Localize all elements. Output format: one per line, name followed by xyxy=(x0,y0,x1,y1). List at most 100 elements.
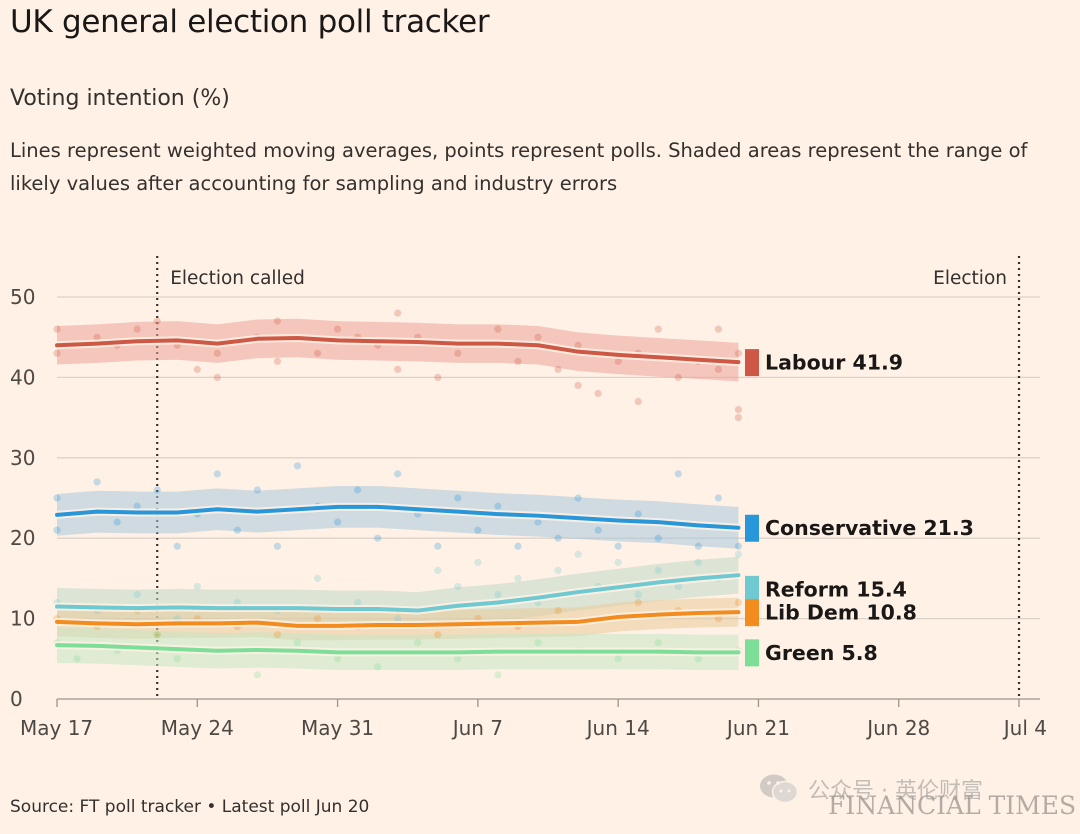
poll-point-conservative xyxy=(434,542,442,550)
poll-point-conservative xyxy=(474,526,482,534)
poll-point-labour xyxy=(133,325,141,333)
poll-point-conservative xyxy=(53,494,61,502)
poll-point-conservative xyxy=(534,518,542,526)
poll-point-reform xyxy=(734,550,743,558)
poll-point-lib-dem xyxy=(313,615,322,623)
poll-point-labour xyxy=(53,349,61,357)
poll-point-conservative xyxy=(354,486,362,494)
poll-point-reform xyxy=(574,550,582,558)
poll-point-reform xyxy=(514,574,522,582)
poll-point-conservative xyxy=(113,518,121,526)
poll-point-conservative xyxy=(714,494,722,502)
poll-point-labour xyxy=(454,349,462,357)
poll-point-labour xyxy=(574,341,582,349)
x-tick-label-may-17: May 17 xyxy=(20,716,93,740)
poll-point-conservative xyxy=(454,494,462,502)
series-line-conservative xyxy=(55,504,741,530)
poll-point-conservative xyxy=(614,542,622,550)
y-tick-label-20: 20 xyxy=(10,526,35,550)
poll-point-green xyxy=(534,639,542,647)
x-tick-label-jun-14: Jun 14 xyxy=(585,716,650,740)
poll-point-reform xyxy=(354,598,362,607)
y-tick-label-30: 30 xyxy=(10,446,35,470)
poll-point-lib-dem xyxy=(554,606,562,615)
poll-point-conservative xyxy=(514,542,522,550)
brand-logo: FINANCIAL TIMES xyxy=(828,791,1077,820)
poll-point-labour xyxy=(193,365,201,373)
poll-point-reform xyxy=(434,566,442,574)
poll-point-reform xyxy=(654,566,662,574)
poll-point-labour xyxy=(213,373,221,381)
poll-point-conservative xyxy=(494,502,502,510)
poll-point-lib-dem xyxy=(153,631,161,639)
poll-point-lib-dem xyxy=(714,615,722,623)
poll-point-conservative xyxy=(333,518,342,526)
poll-point-labour xyxy=(574,381,582,390)
poll-point-labour xyxy=(494,325,502,333)
poll-point-lib-dem xyxy=(634,598,642,607)
poll-point-conservative xyxy=(173,542,181,550)
poll-point-conservative xyxy=(574,494,582,502)
poll-point-conservative xyxy=(734,542,743,550)
chart-subtitle: Voting intention (%) xyxy=(10,86,230,111)
label-layer: Labour 41.9 Conservative 21.3 Reform 15.4L… xyxy=(745,349,974,667)
poll-point-labour xyxy=(714,325,722,333)
poll-point-labour xyxy=(313,349,322,357)
poll-point-labour xyxy=(93,333,101,341)
wechat-icon xyxy=(760,774,799,804)
annotation-label-election-called: Election called xyxy=(170,268,305,289)
poll-point-conservative xyxy=(53,526,61,534)
series-label-lib-dem: Lib Dem 10.8 xyxy=(765,601,917,625)
annotation-label-election: Election xyxy=(933,268,1007,289)
x-tick-label-may-24: May 24 xyxy=(161,716,234,740)
poll-point-labour xyxy=(534,333,542,341)
poll-point-labour xyxy=(654,325,662,333)
poll-point-reform xyxy=(614,558,622,566)
poll-point-labour xyxy=(634,397,642,406)
poll-point-reform xyxy=(554,566,562,574)
band-conservative xyxy=(57,485,739,549)
wechat-watermark-text: 公众号 · 英伦财富 xyxy=(808,779,983,804)
poll-point-labour xyxy=(434,373,442,381)
poll-point-conservative xyxy=(273,542,282,550)
poll-point-green xyxy=(173,655,181,663)
poll-point-conservative xyxy=(554,534,562,542)
poll-point-labour xyxy=(714,365,722,373)
poll-point-lib-dem xyxy=(434,631,442,639)
poll-point-labour xyxy=(153,317,161,325)
y-tick-label-50: 50 xyxy=(10,285,35,309)
x-tick-label-may-31: May 31 xyxy=(301,716,374,740)
poll-point-conservative xyxy=(654,534,662,542)
poll-point-labour xyxy=(734,405,743,414)
y-tick-label-10: 10 xyxy=(10,607,35,631)
poll-point-reform xyxy=(133,590,141,599)
page-title: UK general election poll tracker xyxy=(10,4,490,40)
poll-point-conservative xyxy=(394,470,402,478)
poll-point-lib-dem xyxy=(273,631,282,639)
poll-point-green xyxy=(614,655,622,663)
poll-point-green xyxy=(494,671,502,679)
poll-point-labour xyxy=(734,414,743,422)
poll-point-reform xyxy=(193,582,201,591)
poll-point-green xyxy=(293,639,302,647)
series-label-labour: Labour 41.9 xyxy=(765,351,903,375)
series-label-conservative: Conservative 21.3 xyxy=(765,516,974,540)
poll-point-green xyxy=(333,655,342,663)
poll-point-reform xyxy=(694,558,702,566)
poll-point-reform xyxy=(494,590,502,599)
poll-point-reform xyxy=(454,582,462,591)
poll-point-labour xyxy=(273,357,282,365)
poll-point-green xyxy=(73,655,81,663)
series-label-swatch-conservative xyxy=(745,514,759,542)
poll-point-reform xyxy=(313,574,322,582)
poll-tracker-chart: Election called Election Labour 41.9 Conse… xyxy=(10,256,1047,740)
x-tick-label-jul-4: Jul 4 xyxy=(1002,716,1047,740)
poll-point-labour xyxy=(614,357,622,365)
poll-point-conservative xyxy=(374,534,382,542)
y-tick-label-0: 0 xyxy=(10,687,23,711)
poll-point-labour xyxy=(333,325,342,333)
poll-point-labour xyxy=(514,357,522,365)
poll-point-green xyxy=(654,639,662,647)
poll-point-reform xyxy=(474,558,482,566)
poll-point-conservative xyxy=(293,462,302,470)
